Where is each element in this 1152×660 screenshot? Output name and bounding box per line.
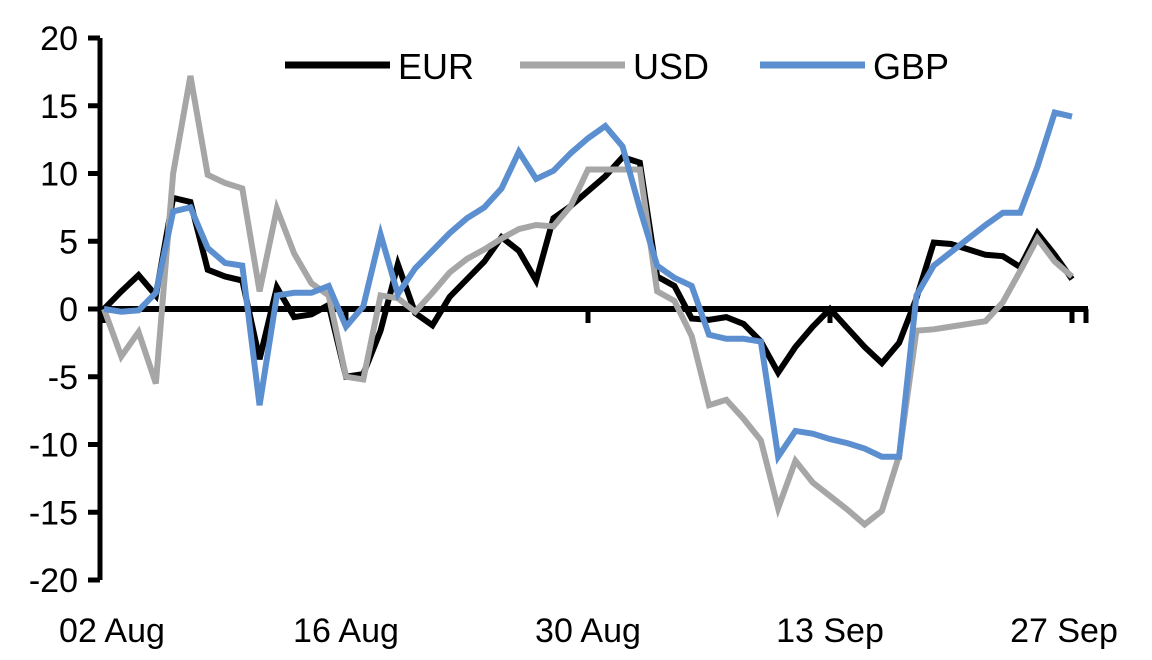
series-line-eur bbox=[101, 153, 1075, 381]
chart-legend: EUR USD GBP bbox=[285, 46, 949, 87]
y-tick-label: -5 bbox=[48, 359, 78, 397]
x-tick-label: 30 Aug bbox=[535, 612, 641, 650]
y-tick-label: 20 bbox=[40, 20, 78, 58]
x-tick-label: 27 Sep bbox=[1010, 612, 1118, 650]
y-axis: 20 15 10 5 0 -5 -10 -15 -20 bbox=[29, 20, 103, 600]
series-line-gbp bbox=[103, 108, 1073, 465]
y-tick-label: -10 bbox=[29, 427, 78, 465]
y-tick-label: 15 bbox=[40, 88, 78, 126]
series-lines bbox=[101, 75, 1075, 529]
x-tick-label: 13 Sep bbox=[776, 612, 884, 650]
legend-label-eur: EUR bbox=[398, 46, 474, 87]
y-tick-label: -20 bbox=[29, 562, 78, 600]
y-tick-label: 10 bbox=[40, 156, 78, 194]
x-tick-label: 02 Aug bbox=[59, 612, 165, 650]
y-tick-label: -15 bbox=[29, 494, 78, 532]
y-tick-label: 0 bbox=[59, 291, 78, 329]
y-tick-label: 5 bbox=[59, 223, 78, 261]
legend-label-gbp: GBP bbox=[873, 46, 949, 87]
legend-label-usd: USD bbox=[633, 46, 709, 87]
x-tick-labels: 02 Aug 16 Aug 30 Aug 13 Sep 27 Sep bbox=[59, 612, 1118, 650]
x-tick-label: 16 Aug bbox=[293, 612, 399, 650]
